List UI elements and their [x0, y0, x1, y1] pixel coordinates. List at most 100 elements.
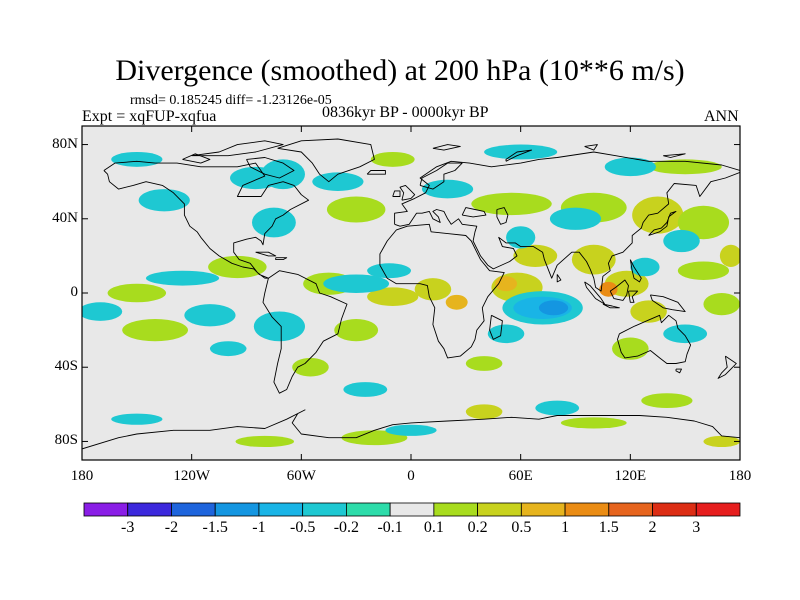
x-tick-label: 180 — [728, 468, 752, 484]
coastline — [629, 259, 642, 283]
anomaly-region — [719, 244, 740, 268]
anomaly-region — [513, 244, 558, 268]
x-tick-label: 60E — [508, 468, 533, 484]
anomaly-region — [560, 417, 627, 429]
colorbar-label: 0.5 — [511, 519, 532, 536]
coastline — [399, 184, 416, 201]
anomaly-region — [312, 172, 364, 191]
colorbar-label: 0.1 — [423, 519, 444, 536]
coastline — [505, 149, 533, 162]
anomaly-region — [323, 274, 390, 293]
season-label: ANN — [704, 108, 739, 125]
anomaly-region — [703, 435, 740, 448]
coastline — [556, 274, 562, 283]
coastline — [628, 290, 639, 303]
experiment-label: Expt = xqFUP-xqfua — [82, 108, 217, 125]
colorbar-swatch — [214, 502, 260, 517]
coastline — [432, 144, 461, 151]
y-tick-label: 0 — [70, 284, 79, 300]
plot-title: Divergence (smoothed) at 200 hPa (10**6 … — [115, 54, 685, 87]
coastline — [461, 207, 487, 218]
anomaly-region — [599, 281, 618, 297]
colorbar-swatch — [389, 502, 435, 517]
coastline — [182, 153, 211, 164]
coastline — [648, 210, 677, 236]
anomaly-region — [487, 324, 525, 344]
coastline — [191, 140, 284, 157]
coastline — [277, 138, 375, 183]
colorbar-label: -3 — [121, 519, 135, 536]
anomaly-region — [677, 261, 730, 281]
anomaly-region — [677, 205, 730, 240]
colorbar-swatch — [564, 502, 610, 517]
anomaly-region — [663, 229, 700, 253]
coastline — [663, 153, 686, 158]
coastline — [392, 190, 401, 197]
anomaly-region — [506, 226, 536, 249]
colorbar-swatch — [477, 502, 522, 517]
anomaly-region — [82, 302, 123, 321]
anomaly-region — [571, 244, 616, 275]
colorbar-label: -2 — [164, 519, 179, 536]
anomaly-region — [663, 324, 708, 344]
coastline — [602, 303, 620, 309]
colorbar-swatch — [302, 502, 347, 517]
anomaly-region — [334, 318, 379, 342]
coastline — [255, 251, 277, 257]
anomaly-region — [370, 151, 415, 167]
anomaly-region — [471, 192, 552, 216]
coastline — [394, 151, 740, 292]
anomaly-region — [367, 287, 419, 306]
anomaly-region — [138, 189, 190, 212]
stats-text: rmsd= 0.185245 diff= -1.23126e-05 — [130, 93, 332, 108]
coastline — [366, 170, 386, 175]
anomaly-region — [107, 283, 167, 303]
anomaly-region — [604, 157, 656, 177]
colorbar-label: 1.5 — [598, 519, 619, 536]
anomaly-region — [612, 337, 649, 360]
coastlines — [82, 138, 740, 450]
anomaly-region — [367, 263, 412, 279]
anomaly-region — [465, 404, 503, 420]
coastline — [103, 160, 310, 279]
period-label: 0836kyr BP - 0000kyr BP — [322, 104, 489, 121]
coastline — [649, 294, 686, 313]
coastline — [419, 162, 463, 190]
anomaly-region — [341, 430, 408, 446]
colorbar-swatch — [171, 502, 216, 517]
anomaly-region — [326, 196, 386, 223]
anomaly-region — [632, 196, 684, 234]
coastline — [496, 207, 509, 225]
anomaly-region — [641, 393, 693, 409]
anomaly-region — [230, 166, 282, 190]
colorbar-label: -1 — [252, 519, 266, 536]
anomaly-region — [343, 382, 388, 397]
axis-ticks — [81, 126, 741, 460]
anomaly-region — [253, 311, 305, 342]
colorbar-label: 0.2 — [467, 519, 488, 536]
coastline — [275, 257, 288, 261]
anomaly-region — [111, 151, 163, 167]
colorbar-label: -0.1 — [377, 519, 403, 536]
colorbar-swatch — [345, 502, 391, 517]
y-tick-label: 80S — [54, 432, 78, 449]
coastline — [617, 314, 692, 364]
coastline — [379, 223, 505, 359]
x-tick-label: 120W — [173, 468, 210, 484]
colorbar-swatch — [520, 502, 566, 517]
anomaly-region — [465, 356, 503, 371]
anomaly-region — [414, 278, 452, 301]
anomaly-region — [535, 400, 580, 416]
anomaly-region — [235, 435, 295, 448]
colorbar-label: -0.5 — [289, 519, 316, 536]
anomaly-region — [385, 424, 437, 436]
anomaly-region — [184, 304, 236, 327]
anomaly-region — [538, 300, 569, 316]
x-tick-label: 60W — [286, 468, 316, 484]
anomaly-region — [484, 144, 558, 160]
anomaly-region — [703, 293, 740, 316]
colorbar-swatch — [695, 502, 741, 517]
colorbar-label: 1 — [561, 519, 570, 536]
anomaly-region — [549, 207, 602, 230]
